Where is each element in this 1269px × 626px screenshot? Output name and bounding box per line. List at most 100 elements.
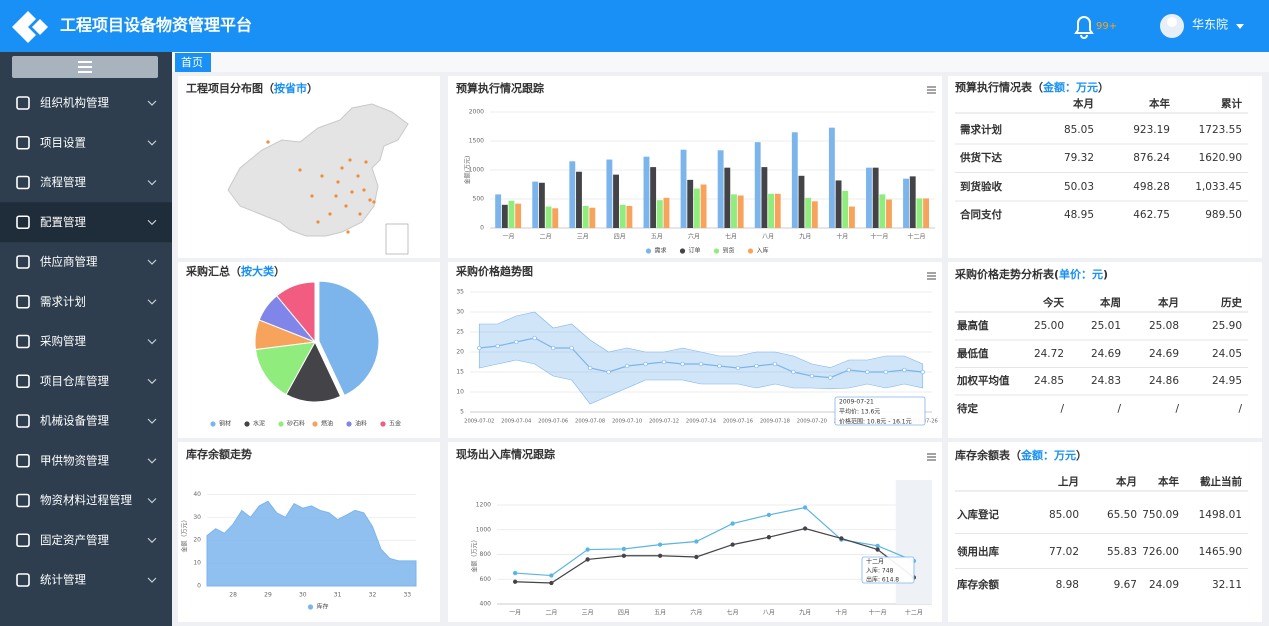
title-part: ） — [1076, 449, 1087, 462]
x-tick-label: 三月 — [582, 610, 594, 617]
bar — [835, 180, 842, 228]
tab-label[interactable]: 首页 — [181, 55, 203, 69]
table-cell: / — [1060, 403, 1064, 415]
title-part: ） — [307, 82, 318, 95]
panel-title: 预算执行情况跟踪 — [456, 81, 544, 95]
menu-item[interactable]: 统计管理 — [40, 573, 86, 587]
menu-chevron — [147, 299, 157, 305]
bar — [680, 149, 687, 228]
app-title: 工程项目设备物资管理平台 — [60, 16, 252, 35]
title-part: 库存余额走势 — [186, 447, 252, 461]
bar — [663, 197, 670, 228]
menu-chevron — [147, 140, 157, 146]
x-tick-label: 一月 — [509, 610, 521, 617]
x-tick-label: 十月 — [836, 233, 848, 241]
x-tick-label: 八月 — [762, 234, 774, 241]
title-part: 采购汇总（ — [185, 264, 241, 278]
menu-item[interactable]: 供应商管理 — [40, 255, 98, 269]
y-tick-label: 500 — [473, 196, 485, 203]
menu-item[interactable]: 采购管理 — [40, 334, 86, 348]
menu-icon — [16, 374, 30, 389]
legend-label: 砂石料 — [287, 420, 305, 428]
menu-icon — [16, 215, 30, 230]
menu-item[interactable]: 组织机构管理 — [40, 96, 109, 110]
table-cell: 24.69 — [1091, 348, 1121, 360]
bar — [724, 167, 731, 228]
tab-active[interactable] — [175, 53, 211, 72]
menu-item[interactable]: 项目设置 — [40, 135, 86, 149]
bar — [737, 195, 744, 228]
x-tick-label: 2009-07-16 — [723, 419, 753, 425]
table-header: 本月 — [1116, 475, 1137, 488]
line-point — [828, 375, 833, 380]
project-dot — [346, 230, 350, 234]
x-tick-label: 十月 — [835, 609, 847, 617]
user-name[interactable]: 华东院 — [1192, 18, 1228, 32]
x-tick-label: 2009-07-02 — [464, 419, 494, 425]
legend-swatch — [244, 421, 250, 427]
bar — [515, 203, 522, 228]
table-row-label: 加权平均值 — [956, 374, 1010, 387]
pie-slice — [276, 281, 316, 344]
x-tick-label: 31 — [334, 592, 342, 599]
menu-item[interactable]: 项目仓库管理 — [40, 374, 109, 388]
table-cell: / — [1117, 403, 1121, 415]
project-dot — [368, 198, 372, 202]
line — [515, 527, 915, 584]
line-point — [791, 369, 796, 375]
legend-label: 需求 — [655, 247, 667, 255]
table-cell: 48.95 — [1064, 209, 1094, 221]
table-cell: 8.98 — [1056, 579, 1079, 591]
table-header: 本月 — [1158, 296, 1179, 309]
y-tick-label: 2000 — [469, 109, 484, 116]
price-range-band — [478, 311, 924, 405]
menu-item[interactable]: 甲供物资管理 — [40, 453, 109, 467]
bell-icon[interactable] — [1074, 16, 1094, 39]
line-point — [512, 570, 518, 576]
line-point — [532, 335, 537, 341]
line-point — [587, 365, 593, 371]
project-dot — [358, 212, 362, 216]
menu-item[interactable]: 机械设备管理 — [40, 414, 109, 428]
x-tick-label: 2009-07-10 — [612, 419, 642, 425]
menu-item[interactable]: 流程管理 — [40, 175, 86, 189]
bar — [731, 194, 737, 228]
table-cell: 989.50 — [1205, 209, 1242, 221]
line-point — [606, 369, 611, 375]
menu-item[interactable]: 需求计划 — [40, 294, 86, 308]
legend-swatch — [307, 604, 314, 610]
menu-icon — [16, 96, 30, 110]
x-tick-label: 四月 — [618, 610, 630, 617]
x-tick-label: 九月 — [799, 609, 811, 617]
title-part: 金额：万元 — [1020, 448, 1076, 462]
table-header: 本月 — [1073, 97, 1094, 110]
line-point — [730, 521, 735, 526]
x-tick-label: 七月 — [725, 233, 737, 241]
table-cell: / — [1238, 403, 1242, 415]
table-cell: 85.00 — [1049, 509, 1079, 521]
bar — [717, 150, 724, 228]
tooltip — [834, 396, 926, 426]
title-part: 工程项目分布图（ — [186, 81, 274, 95]
menu-item[interactable]: 配置管理 — [40, 215, 86, 229]
menu-item[interactable]: 固定资产管理 — [40, 533, 109, 547]
table-cell: 24.69 — [1149, 348, 1179, 360]
y-tick-label: 1500 — [469, 138, 484, 145]
y-tick-label: 15 — [456, 369, 464, 376]
title-part: ） — [1098, 81, 1109, 94]
menu-item[interactable]: 物资材料过程管理 — [40, 493, 132, 507]
line-point — [809, 373, 815, 379]
bar — [656, 200, 663, 228]
x-tick-label: 八月 — [763, 610, 775, 617]
y-tick-label: 30 — [456, 309, 464, 316]
line-point — [694, 554, 699, 560]
project-dot — [316, 220, 320, 224]
user-caret[interactable] — [1236, 24, 1244, 29]
title-part: 按大类 — [241, 264, 275, 278]
bar — [552, 208, 559, 228]
project-dot — [328, 212, 332, 216]
line-point — [766, 512, 772, 518]
line-point — [839, 536, 844, 541]
table-row-label: 供货下达 — [959, 151, 1002, 164]
project-dot — [310, 194, 314, 198]
